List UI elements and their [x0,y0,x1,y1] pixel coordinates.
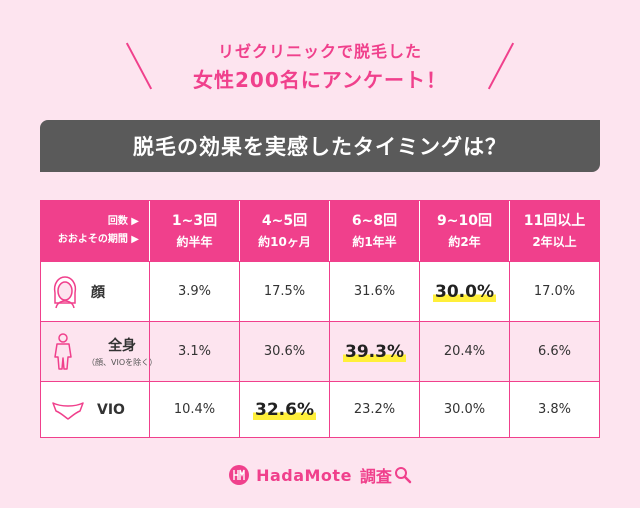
table-cell: 3.1% [149,322,239,381]
cell-value: 17.0% [533,284,576,299]
table-cell: 32.6% [239,382,329,437]
cell-value: 10.4% [173,402,216,417]
header-label-period: おおよその期間 ▶ [57,234,139,245]
row-label: 顔 [91,282,105,302]
column-period: 約1年半 [352,235,397,249]
cell-value: 6.6% [537,344,572,359]
table-cell: 17.5% [239,262,329,321]
row-label-main: 全身 [108,338,137,354]
row-header: 全身 （顔、VIOを除く） [41,322,157,381]
column-period: 約半年 [176,235,213,249]
column-count: 9~10回 [437,213,492,229]
survey-label: 調査 [359,467,392,486]
table-cell: 39.3% [329,322,419,381]
cell-value: 20.4% [443,344,486,359]
table-cell: 17.0% [509,262,599,321]
column-header: 4~5回 約10ヶ月 [239,201,329,261]
column-count: 6~8回 [351,213,398,229]
cell-value: 31.6% [353,284,396,299]
table-cell: 3.8% [509,382,599,437]
subtitle: リゼクリニックで脱毛した [217,42,422,61]
column-count: 1~3回 [171,213,218,229]
hm-logo-icon [229,465,250,485]
column-period: 約2年 [448,235,481,249]
table-cell: 3.9% [149,262,239,321]
row-header: 顔 [41,262,149,321]
cell-value: 30.0% [443,402,486,417]
column-count: 4~5回 [261,213,308,229]
row-label: 全身 （顔、VIOを除く） [87,335,157,368]
cell-value: 3.8% [537,402,572,417]
table-cell: 23.2% [329,382,419,437]
cell-value-highlight: 39.3% [343,341,406,362]
cell-value: 3.9% [177,284,212,299]
cell-value-highlight: 30.0% [433,281,496,302]
header-label-count: 回数 ▶ [107,216,139,227]
table-cell: 20.4% [419,322,509,381]
cell-value: 30.6% [263,344,306,359]
header-label-cell: 回数 ▶ おおよその期間 ▶ [41,201,149,261]
table-cell: 10.4% [149,382,239,437]
row-label-note: （顔、VIOを除く） [87,358,158,367]
table-row-face: 顔 3.9% 17.5% 31.6% 30.0% 17.0% [41,261,599,321]
row-label: VIO [97,402,125,418]
magnifier-icon [394,467,412,484]
table-cell: 30.6% [239,322,329,381]
row-label-main: 顔 [91,284,105,301]
table-cell: 30.0% [419,382,509,437]
body-icon [54,332,72,370]
cell-value: 23.2% [353,402,396,417]
column-period: 約10ヶ月 [258,235,311,249]
column-header: 1~3回 約半年 [149,201,239,261]
cell-value: 3.1% [177,344,212,359]
table-cell: 6.6% [509,322,599,381]
headline: 女性200名にアンケート！ [193,68,447,92]
results-table: 回数 ▶ おおよその期間 ▶ 1~3回 約半年 4~5回 約10ヶ月 6~8回 … [40,200,600,438]
brand-name: HadaMote [256,465,352,485]
column-header: 9~10回 約2年 [419,201,509,261]
table-row-body: 全身 （顔、VIOを除く） 3.1% 30.6% 39.3% 20.4% 6.6… [41,321,599,381]
table-header-row: 回数 ▶ おおよその期間 ▶ 1~3回 約半年 4~5回 約10ヶ月 6~8回 … [41,201,599,261]
table-cell: 30.0% [419,262,509,321]
cell-value: 17.5% [263,284,306,299]
row-header: VIO [41,382,149,437]
column-header: 6~8回 約1年半 [329,201,419,261]
table-row-vio: VIO 10.4% 32.6% 23.2% 30.0% 3.8% [41,381,599,437]
column-period: 2年以上 [532,235,577,249]
column-header: 11回以上 2年以上 [509,201,599,261]
footer-credit: HadaMote 調査 [0,458,640,492]
vio-icon [52,401,84,420]
face-icon [53,275,77,308]
cell-value-highlight: 32.6% [253,399,316,420]
table-cell: 31.6% [329,262,419,321]
column-count: 11回以上 [523,213,586,229]
row-label-main: VIO [97,401,125,418]
question-banner: 脱毛の効果を実感したタイミングは？ [40,120,600,172]
